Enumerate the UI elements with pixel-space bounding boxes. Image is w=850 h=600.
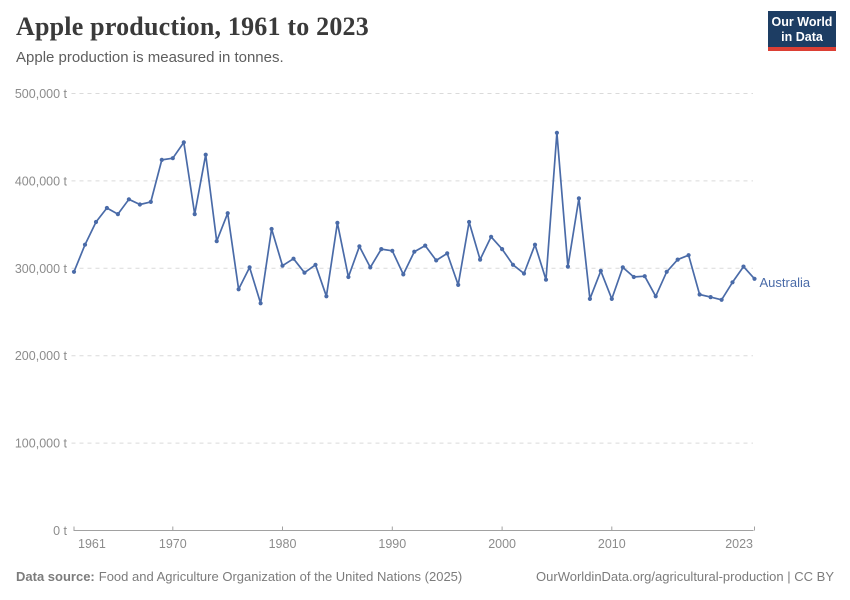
- data-point-marker[interactable]: [346, 274, 351, 280]
- x-axis-tick-label: 2000: [488, 537, 516, 551]
- data-point-marker[interactable]: [664, 269, 669, 274]
- data-point-marker[interactable]: [609, 296, 614, 301]
- data-point-marker[interactable]: [93, 219, 99, 225]
- data-point-marker[interactable]: [412, 249, 417, 254]
- data-point-marker[interactable]: [642, 274, 647, 279]
- chart-subtitle: Apple production is measured in tonnes.: [16, 49, 284, 66]
- data-point-marker[interactable]: [401, 272, 406, 277]
- footer-links: OurWorldinData.org/agricultural-producti…: [536, 569, 834, 584]
- entity-label-australia[interactable]: Australia: [760, 275, 811, 290]
- x-axis-tick-label: 1970: [159, 537, 187, 551]
- y-axis-tick-label: 200,000 t: [15, 349, 68, 363]
- data-point-marker[interactable]: [390, 248, 395, 253]
- owid-url-link[interactable]: OurWorldinData.org/agricultural-producti…: [536, 569, 784, 584]
- data-point-marker[interactable]: [368, 265, 373, 270]
- data-source-text: Food and Agriculture Organization of the…: [98, 569, 463, 584]
- data-point-marker[interactable]: [126, 197, 131, 202]
- data-point-marker[interactable]: [532, 242, 538, 247]
- data-point-marker[interactable]: [697, 292, 702, 297]
- data-point-marker[interactable]: [148, 199, 153, 204]
- owid-logo[interactable]: Our World in Data: [768, 11, 836, 51]
- data-point-marker[interactable]: [653, 294, 658, 299]
- data-point-marker[interactable]: [708, 295, 713, 300]
- data-point-marker[interactable]: [302, 270, 307, 275]
- data-point-marker[interactable]: [269, 226, 274, 232]
- license-link[interactable]: CC BY: [794, 569, 834, 584]
- data-point-marker[interactable]: [478, 257, 483, 262]
- data-point-marker[interactable]: [71, 269, 77, 274]
- data-source: Data source: Food and Agriculture Organiz…: [16, 569, 462, 584]
- data-point-marker[interactable]: [324, 294, 329, 299]
- data-point-marker[interactable]: [631, 274, 636, 280]
- data-point-marker[interactable]: [719, 297, 724, 302]
- owid-logo-line1: Our World: [771, 15, 833, 29]
- y-axis-tick-label: 500,000 t: [15, 87, 68, 101]
- chart-footer: Data source: Food and Agriculture Organiz…: [16, 569, 834, 584]
- data-point-marker[interactable]: [489, 234, 494, 239]
- data-point-marker[interactable]: [587, 296, 593, 301]
- data-point-marker[interactable]: [258, 301, 263, 306]
- data-point-marker[interactable]: [543, 277, 549, 282]
- data-point-marker[interactable]: [291, 256, 296, 261]
- data-point-marker[interactable]: [467, 219, 472, 225]
- data-point-marker[interactable]: [730, 280, 735, 285]
- data-point-marker[interactable]: [598, 268, 603, 273]
- data-point-marker[interactable]: [280, 263, 285, 268]
- data-point-marker[interactable]: [82, 242, 88, 247]
- data-point-marker[interactable]: [192, 212, 197, 217]
- x-axis-tick-label: 2023: [725, 537, 753, 551]
- data-point-marker[interactable]: [225, 211, 230, 216]
- data-point-marker[interactable]: [445, 251, 450, 256]
- chart-title: Apple production, 1961 to 2023: [16, 12, 369, 41]
- series-line-australia[interactable]: [73, 131, 756, 305]
- data-point-marker[interactable]: [357, 244, 362, 249]
- data-point-marker[interactable]: [159, 157, 164, 162]
- data-point-marker[interactable]: [521, 271, 527, 276]
- x-axis-tick-label: 1961: [78, 537, 106, 551]
- y-axis-tick-label: 100,000 t: [15, 437, 68, 451]
- data-point-marker[interactable]: [104, 205, 109, 211]
- data-point-marker[interactable]: [741, 264, 746, 269]
- data-point-marker[interactable]: [181, 140, 186, 145]
- data-point-marker[interactable]: [510, 262, 516, 267]
- data-point-marker[interactable]: [247, 265, 252, 270]
- y-axis-tick-label: 300,000 t: [15, 262, 68, 276]
- x-axis-tick-label: 1980: [269, 537, 297, 551]
- data-point-marker[interactable]: [576, 196, 582, 201]
- data-point-marker[interactable]: [214, 239, 219, 244]
- data-point-marker[interactable]: [554, 130, 560, 135]
- data-point-marker[interactable]: [379, 247, 384, 252]
- data-point-marker[interactable]: [236, 287, 241, 292]
- data-point-marker[interactable]: [752, 276, 757, 281]
- data-point-marker[interactable]: [434, 258, 439, 263]
- data-point-marker[interactable]: [620, 265, 625, 270]
- data-point-marker[interactable]: [500, 247, 505, 252]
- data-point-marker[interactable]: [456, 282, 461, 287]
- data-point-marker[interactable]: [170, 156, 175, 161]
- x-axis-tick-label: 2010: [598, 537, 626, 551]
- x-axis-tick-label: 1990: [378, 537, 406, 551]
- y-axis-tick-label: 0 t: [53, 524, 67, 538]
- data-point-marker[interactable]: [313, 262, 318, 267]
- data-point-marker[interactable]: [137, 202, 142, 207]
- data-point-marker[interactable]: [686, 253, 691, 258]
- y-axis-tick-label: 400,000 t: [15, 174, 68, 188]
- data-point-marker[interactable]: [335, 220, 340, 225]
- owid-logo-line2: in Data: [781, 30, 823, 44]
- data-source-label: Data source:: [16, 569, 95, 584]
- footer-separator: |: [783, 569, 795, 584]
- data-point-marker[interactable]: [423, 243, 428, 248]
- data-point-marker[interactable]: [565, 264, 571, 269]
- data-point-marker[interactable]: [115, 212, 120, 217]
- data-point-marker[interactable]: [203, 152, 208, 157]
- data-point-marker[interactable]: [675, 257, 680, 262]
